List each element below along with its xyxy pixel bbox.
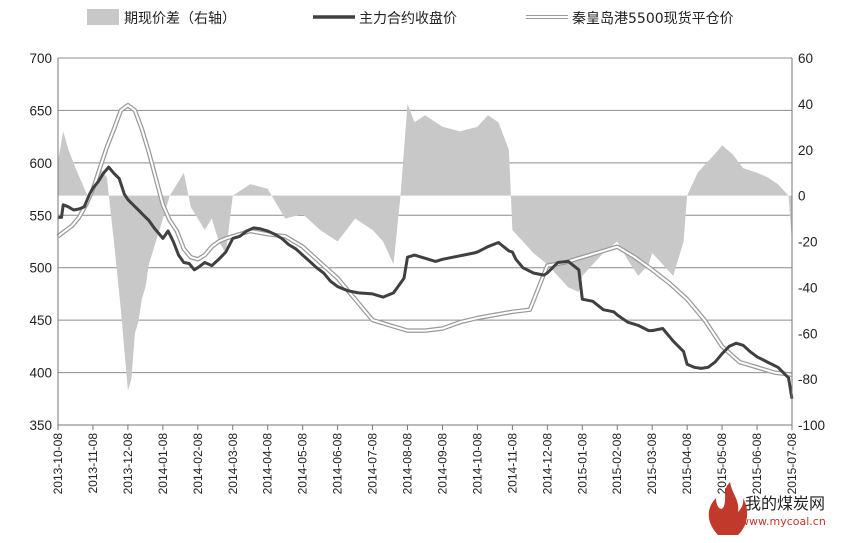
x-tick-label: 2014-09-08 [435,433,449,495]
legend-label-futures: 主力合约收盘价 [359,10,457,27]
right-tick-label: -20 [798,235,818,250]
x-tick-label: 2014-10-08 [470,433,484,495]
watermark-brand: 我的煤炭网 [745,494,825,513]
x-tick-label: 2014-03-08 [226,433,240,495]
x-tick-label: 2013-11-08 [86,433,100,494]
x-tick-label: 2015-03-08 [645,433,659,495]
left-tick-label: 350 [29,418,52,433]
x-tick-label: 2015-05-08 [715,433,729,495]
x-tick-label: 2014-02-08 [191,433,205,495]
spread-area-path [58,103,792,391]
x-tick-label: 2015-01-08 [575,433,589,495]
left-tick-label: 700 [29,51,52,66]
x-tick-label: 2014-04-08 [261,433,275,495]
x-tick-label: 2015-07-08 [785,433,799,495]
legend-label-spot: 秦皇岛港5500现货平仓价 [572,10,734,27]
watermark: 我的煤炭网 www.mycoal.cn [708,482,826,535]
left-tick-label: 500 [29,261,52,276]
legend-label-spread: 期现价差（右轴） [124,11,236,27]
x-tick-label: 2013-12-08 [121,433,135,495]
price-lines [56,102,794,400]
right-tick-label: 20 [798,143,813,158]
spread-area [58,103,792,391]
x-tick-label: 2013-10-08 [51,433,65,495]
x-tick-label: 2015-02-08 [610,433,624,495]
right-tick-label: 40 [798,97,813,112]
x-tick-label: 2014-11-08 [505,433,519,494]
right-tick-label: -60 [798,326,818,341]
right-tick-label: 60 [798,51,813,66]
right-tick-label: -80 [798,372,818,387]
x-tick-label: 2014-01-08 [156,433,170,495]
x-tick-label: 2015-04-08 [680,433,694,495]
x-tick-label: 2014-08-08 [401,433,415,495]
x-tick-label: 2014-12-08 [540,433,554,495]
watermark-url: www.mycoal.cn [740,515,826,528]
left-tick-label: 550 [29,208,52,223]
x-tick-label: 2015-06-08 [750,433,764,495]
left-tick-label: 450 [29,313,52,328]
x-tick-label: 2014-05-08 [296,433,310,495]
left-tick-label: 600 [29,156,52,171]
legend-swatch-spread [87,9,119,25]
right-tick-label: 0 [798,189,806,204]
left-tick-label: 400 [29,366,52,381]
futures-close-line [58,165,794,400]
legend: 期现价差（右轴） 主力合约收盘价 秦皇岛港5500现货平仓价 [87,9,734,27]
x-tick-label: 2014-06-08 [331,433,345,495]
left-tick-label: 650 [29,103,52,118]
x-tick-label: 2014-07-08 [366,433,380,495]
right-tick-label: -100 [798,418,825,433]
spot-price-line [57,104,793,376]
flame-logo-icon [708,482,748,535]
right-tick-label: -40 [798,280,818,295]
axes: 350400450500550600650700-100-80-60-40-20… [29,51,825,494]
